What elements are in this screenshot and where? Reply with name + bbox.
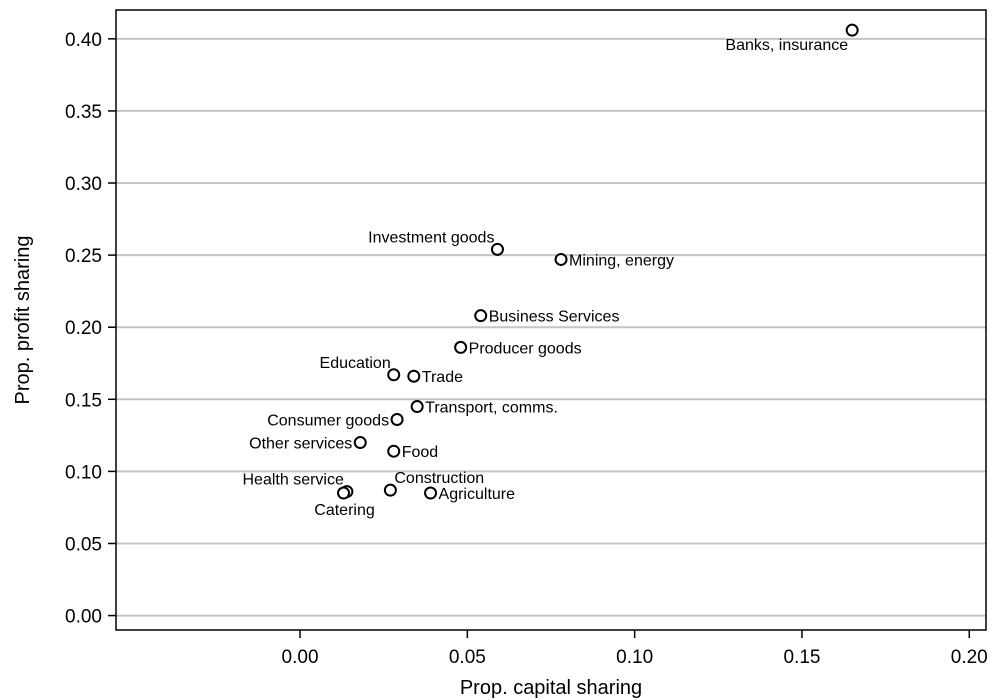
data-point [387, 444, 401, 458]
point-label: Producer goods [469, 340, 582, 357]
point-label: Health service [243, 472, 344, 489]
x-tick-label: 0.15 [783, 647, 820, 668]
point-label: Agriculture [439, 486, 516, 503]
y-tick-label: 0.10 [65, 462, 102, 483]
y-axis-title: Prop. profit sharing [12, 236, 34, 405]
y-tick-label: 0.15 [65, 390, 102, 411]
point-label: Investment goods [368, 229, 494, 246]
y-tick-label: 0.00 [65, 607, 102, 628]
point-label: Consumer goods [267, 412, 389, 429]
data-point [490, 242, 504, 256]
gridlines [116, 37, 986, 617]
x-tick-label: 0.20 [951, 647, 988, 668]
data-point [383, 483, 397, 497]
x-tick-label: 0.05 [449, 647, 486, 668]
point-label: Transport, comms. [425, 400, 558, 417]
data-point [407, 369, 421, 383]
data-point [454, 340, 468, 354]
point-label: Mining, energy [569, 252, 674, 269]
data-point [554, 252, 568, 266]
point-label: Trade [422, 369, 463, 386]
x-axis-title: Prop. capital sharing [460, 677, 642, 699]
data-point [424, 486, 438, 500]
y-tick-label: 0.35 [65, 102, 102, 123]
data-point [337, 486, 351, 500]
y-tick-label: 0.05 [65, 534, 102, 555]
point-label: Food [402, 444, 438, 461]
point-label: Catering [314, 502, 374, 519]
point-label: Construction [394, 470, 484, 487]
plot-frame [115, 9, 987, 631]
y-tick-label: 0.40 [65, 30, 102, 51]
x-tick-label: 0.00 [282, 647, 319, 668]
data-point [410, 400, 424, 414]
y-tick-label: 0.25 [65, 246, 102, 267]
axis-ticks: 0.00 0.05 0.10 0.15 0.20 0.25 0.30 0.35 0.40 0.00… [65, 30, 988, 668]
data-points: Banks, insurance Investment goods Mining, … [243, 23, 859, 519]
data-point [390, 412, 404, 426]
x-tick-label: 0.10 [616, 647, 653, 668]
point-label: Other services [249, 436, 352, 453]
data-point [387, 368, 401, 382]
y-tick-label: 0.20 [65, 318, 102, 339]
point-label: Banks, insurance [725, 37, 848, 54]
data-point [474, 309, 488, 323]
data-point [353, 436, 367, 450]
point-label: Education [320, 355, 391, 372]
point-label: Business Services [489, 309, 620, 326]
y-tick-label: 0.30 [65, 174, 102, 195]
data-point [845, 23, 859, 37]
